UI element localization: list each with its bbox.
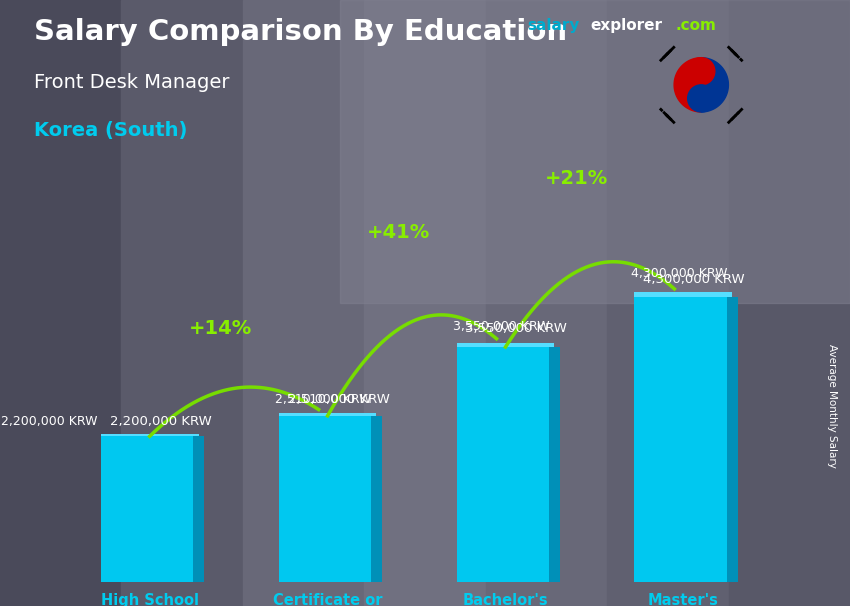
Text: 3,550,000 KRW: 3,550,000 KRW <box>453 320 550 333</box>
Text: +21%: +21% <box>545 168 609 188</box>
Text: 2,200,000 KRW: 2,200,000 KRW <box>1 415 97 428</box>
Text: salary: salary <box>527 18 580 33</box>
Bar <box>100 436 199 582</box>
Text: 2,200,000 KRW: 2,200,000 KRW <box>110 415 212 428</box>
Bar <box>0 0 122 606</box>
Bar <box>634 292 733 298</box>
Circle shape <box>688 58 715 85</box>
Polygon shape <box>674 58 701 112</box>
Text: .com: .com <box>676 18 717 33</box>
Text: Korea (South): Korea (South) <box>34 121 187 140</box>
Bar <box>279 416 377 582</box>
Text: explorer: explorer <box>591 18 663 33</box>
Bar <box>243 0 365 606</box>
Bar <box>456 347 554 582</box>
Bar <box>365 0 485 606</box>
Text: Front Desk Manager: Front Desk Manager <box>34 73 230 92</box>
Bar <box>100 434 199 436</box>
Circle shape <box>688 85 715 112</box>
Text: 4,300,000 KRW: 4,300,000 KRW <box>643 273 745 286</box>
Bar <box>634 298 733 582</box>
Bar <box>728 0 850 606</box>
Bar <box>549 347 559 582</box>
Bar <box>727 298 738 582</box>
Text: Salary Comparison By Education: Salary Comparison By Education <box>34 18 567 46</box>
Bar <box>456 343 554 347</box>
Text: +41%: +41% <box>367 222 430 242</box>
Bar <box>279 413 377 416</box>
Text: Average Monthly Salary: Average Monthly Salary <box>827 344 837 468</box>
Text: +14%: +14% <box>190 319 252 338</box>
Bar <box>607 0 728 606</box>
Bar <box>485 0 607 606</box>
Text: 4,300,000 KRW: 4,300,000 KRW <box>631 267 728 281</box>
Text: 2,510,000 KRW: 2,510,000 KRW <box>275 393 371 406</box>
Text: 2,510,000 KRW: 2,510,000 KRW <box>287 393 389 406</box>
Polygon shape <box>701 58 728 112</box>
Text: 3,550,000 KRW: 3,550,000 KRW <box>466 322 567 335</box>
Bar <box>193 436 204 582</box>
Bar <box>122 0 243 606</box>
Bar <box>371 416 382 582</box>
